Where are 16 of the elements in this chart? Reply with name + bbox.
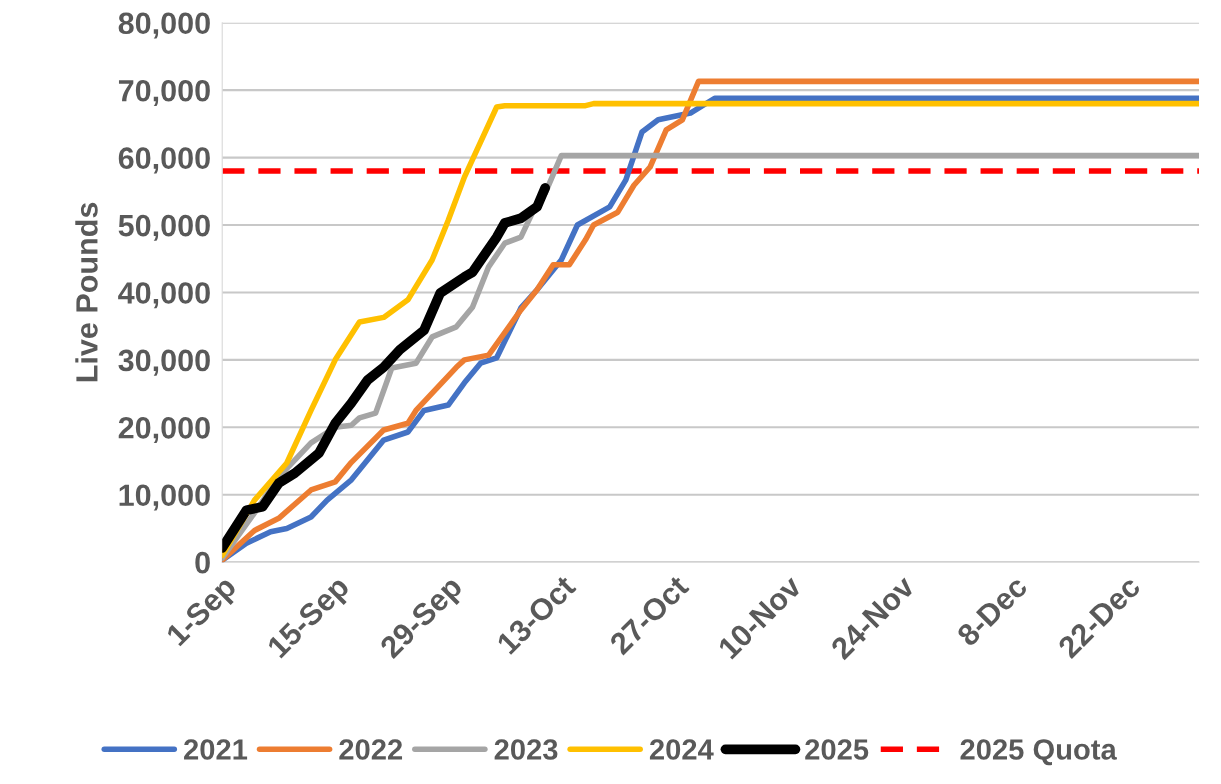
y-tick-label: 50,000 (118, 214, 210, 241)
y-tick-label: 80,000 (118, 12, 210, 39)
legend-label: 2021 (184, 739, 248, 760)
y-tick-label: 20,000 (118, 417, 210, 444)
y-axis-title: Live Pounds (75, 202, 98, 382)
y-tick-label: 0 (195, 551, 210, 574)
legend-label: 2023 (494, 739, 558, 760)
y-tick-label: 60,000 (118, 147, 210, 174)
legend-label: 2022 (339, 739, 403, 760)
legend-label: 2025 Quota (960, 739, 1117, 766)
y-tick-label: 70,000 (118, 79, 210, 106)
y-tick-label: 30,000 (118, 349, 210, 376)
legend-label: 2025 (805, 739, 869, 760)
legend-label: 2024 (649, 739, 714, 760)
y-tick-label: 10,000 (119, 484, 210, 511)
y-tick-label: 40,000 (118, 282, 210, 309)
